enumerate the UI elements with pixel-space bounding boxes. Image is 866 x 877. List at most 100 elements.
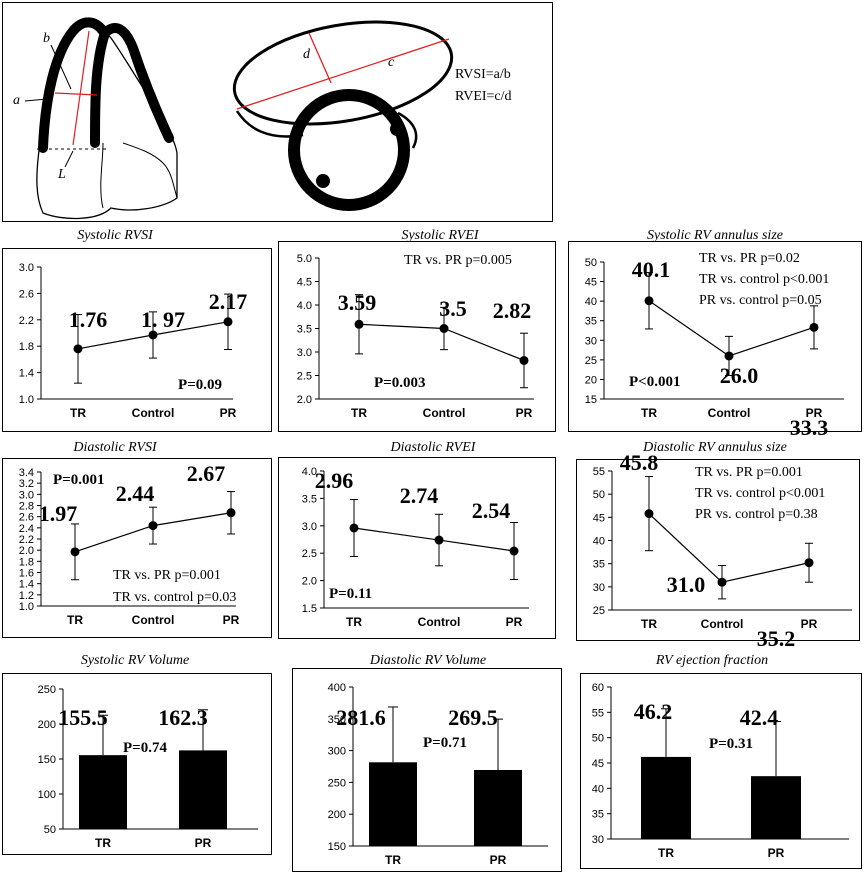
annotation: TR vs. PR p=0.02 xyxy=(699,251,800,266)
bar xyxy=(641,756,691,839)
y-tick-label: 45 xyxy=(593,512,605,524)
x-tick-label: Control xyxy=(418,615,461,629)
y-tick-label: 50 xyxy=(592,733,604,745)
y-tick-label: 350 xyxy=(328,714,346,726)
x-tick-label: TR xyxy=(95,836,111,850)
chart-svg: 15 20 25 30 35 40 45 50 TR Control PR 40.1 26.0 33.3 T… xyxy=(585,251,844,440)
y-tick-label: 2.2 xyxy=(19,315,34,327)
formula-rvsi: RVSI=a/b xyxy=(455,67,511,82)
chart-svg: 50 100 150 200 250 TR PR 155.5 162.3 P=0.74 xyxy=(38,684,258,850)
data-label: 33.3 xyxy=(790,415,829,440)
chart-svg: 150 200 250 300 350 400 TR PR 281.6 269.5 P=0.71 xyxy=(328,682,548,867)
y-tick-label: 40 xyxy=(592,783,604,795)
chart-title: Diastolic RV Volume xyxy=(369,653,487,668)
y-tick-label: 3.4 xyxy=(19,467,34,479)
x-tick-label: Control xyxy=(423,406,466,420)
y-tick-label: 200 xyxy=(38,719,56,731)
y-tick-label: 4.5 xyxy=(297,277,312,289)
y-tick-label: 40 xyxy=(593,536,605,548)
data-point xyxy=(439,324,449,333)
annotation: PR vs. control p=0.05 xyxy=(699,293,822,308)
data-label: 31.0 xyxy=(667,572,706,597)
chart-title: Systolic RV Volume xyxy=(80,653,190,668)
y-tick-label: 3.0 xyxy=(297,347,312,359)
series-line xyxy=(353,527,515,552)
x-tick-label: PR xyxy=(490,853,507,867)
y-tick-label: 30 xyxy=(585,335,597,347)
bar xyxy=(751,776,801,839)
data-point xyxy=(809,322,819,332)
data-point xyxy=(226,508,236,518)
y-tick-label: 30 xyxy=(592,834,604,846)
y-tick-label: 1.0 xyxy=(19,394,34,406)
y-tick-label: 35 xyxy=(593,559,605,571)
y-tick-label: 50 xyxy=(593,489,605,501)
y-tick-label: 150 xyxy=(328,841,346,853)
data-label: 42.4 xyxy=(740,705,779,730)
rv-free-wall xyxy=(38,17,108,153)
y-tick-label: 2.6 xyxy=(19,288,34,300)
x-tick-label: TR xyxy=(641,617,657,631)
annotation: P=0.09 xyxy=(178,377,222,393)
x-tick-label: PR xyxy=(801,617,818,631)
y-tick-label: 55 xyxy=(592,707,604,719)
rv-diagram: b a L d c RVSI=a/b RVEI=c/d xyxy=(13,17,512,220)
data-label: 26.0 xyxy=(720,363,759,388)
chart-svg: 2.0 2.5 3.0 3.5 4.0 4.5 5.0 TR Control PR 3.59 3.5 2… xyxy=(297,253,534,420)
data-label: 269.5 xyxy=(448,705,498,730)
y-tick-label: 15 xyxy=(585,394,597,406)
y-tick-label: 150 xyxy=(38,754,56,766)
chart-svg: 1.5 2.0 2.5 3.0 3.5 4.0 TR Control PR 2.96 2.74 2.5… xyxy=(302,466,529,629)
chart-title: Systolic RVSI xyxy=(77,228,153,243)
chart-svg: 1.0 1.4 1.8 2.2 2.6 3.0 TR Control PR 1.76 1. 97 2.… xyxy=(19,262,248,420)
chart-panel: 1.0 1.4 1.8 2.2 2.6 3.0 TR Control PR 1.76 1. 97 2.… xyxy=(2,248,272,432)
y-tick-label: 200 xyxy=(328,809,346,821)
y-tick-label: 3.0 xyxy=(19,489,34,501)
x-tick-label: TR xyxy=(658,846,674,860)
chart-panel: 1.5 2.0 2.5 3.0 3.5 4.0 TR Control PR 2.96 2.74 2.5… xyxy=(278,457,556,639)
x-tick-label: Control xyxy=(708,406,751,420)
y-tick-label: 3.2 xyxy=(19,478,34,490)
x-tick-label: PR xyxy=(806,406,823,420)
septum-wall xyxy=(90,23,174,148)
x-tick-label: PR xyxy=(195,836,212,850)
x-tick-label: PR xyxy=(506,615,523,629)
x-tick-label: PR xyxy=(768,846,785,860)
annotation: P=0.003 xyxy=(374,375,425,391)
y-tick-label: 35 xyxy=(585,316,597,328)
x-tick-label: TR xyxy=(385,853,401,867)
bar xyxy=(179,750,227,829)
series-line xyxy=(648,300,815,357)
bar xyxy=(369,762,417,846)
label-c: c xyxy=(388,55,395,70)
y-tick-label: 1.6 xyxy=(19,568,34,580)
chart-panel: 30 35 40 45 50 55 60 TR PR 46.2 42.4 P=0.31 xyxy=(580,673,862,869)
data-point xyxy=(724,351,734,361)
x-tick-label: PR xyxy=(220,406,237,420)
rv-ellipse xyxy=(232,20,454,126)
annotation: P=0.74 xyxy=(123,740,167,756)
data-point xyxy=(223,317,233,327)
annotation: TR vs. control p=0.03 xyxy=(113,590,236,605)
y-tick-label: 4.0 xyxy=(302,466,317,478)
data-point xyxy=(644,509,654,519)
x-tick-label: TR xyxy=(346,615,362,629)
lv-ring xyxy=(288,89,410,211)
data-label: 3.59 xyxy=(338,290,377,315)
y-tick-label: 2.0 xyxy=(297,394,312,406)
label-L: L xyxy=(57,167,66,182)
data-label: 3.5 xyxy=(439,296,467,321)
chart-title: Diastolic RVEI xyxy=(390,440,476,455)
annotation: P=0.31 xyxy=(709,736,753,752)
data-label: 2.82 xyxy=(493,298,532,323)
y-tick-label: 1.2 xyxy=(19,590,34,602)
y-tick-label: 45 xyxy=(592,758,604,770)
x-tick-label: Control xyxy=(132,406,175,420)
y-tick-label: 3.5 xyxy=(297,324,312,336)
y-tick-label: 35 xyxy=(592,809,604,821)
y-tick-label: 20 xyxy=(585,374,597,386)
chart-svg: 25 30 35 40 45 50 55 TR Control PR 45.8 31.0 35.2 TR … xyxy=(593,450,852,651)
y-tick-label: 2.0 xyxy=(19,545,34,557)
y-tick-label: 300 xyxy=(328,746,346,758)
annotation: TR vs. control p<0.001 xyxy=(699,272,829,287)
